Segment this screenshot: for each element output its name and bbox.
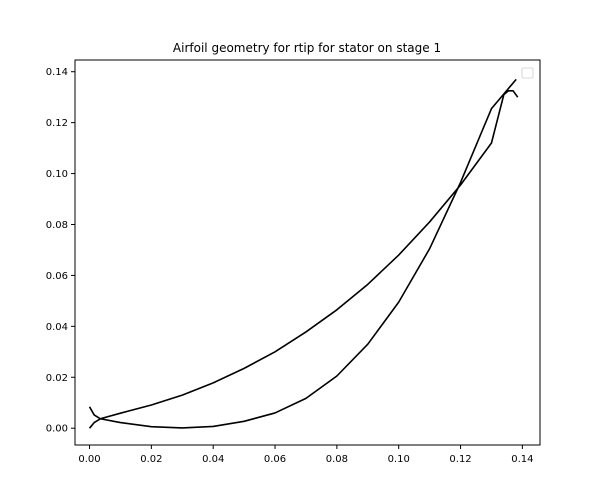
airfoil-line-3: [503, 90, 519, 98]
y-tick-label: 0.14: [46, 67, 68, 78]
chart-title: Airfoil geometry for rtip for stator on …: [173, 41, 441, 55]
plot-lines: [88, 78, 519, 429]
x-tick-label: 0.14: [511, 454, 533, 465]
y-tick-label: 0.10: [46, 169, 68, 180]
x-tick-label: 0.00: [78, 454, 100, 465]
x-tick-label: 0.10: [388, 454, 410, 465]
y-tick-label: 0.04: [46, 322, 68, 333]
airfoil-line-1: [100, 94, 505, 420]
y-tick-label: 0.00: [46, 424, 68, 435]
x-axis: 0.00 0.02 0.04 0.06 0.08 0.10 0.12 0.14: [78, 445, 534, 465]
x-tick-label: 0.06: [264, 454, 286, 465]
y-axis: 0.00 0.02 0.04 0.06 0.08 0.10 0.12 0.14: [46, 67, 75, 435]
y-tick-label: 0.02: [46, 373, 68, 384]
x-tick-label: 0.12: [449, 454, 471, 465]
x-tick-label: 0.08: [326, 454, 348, 465]
y-tick-label: 0.12: [46, 118, 68, 129]
y-tick-label: 0.08: [46, 220, 68, 231]
airfoil-line-4: [88, 406, 102, 429]
legend-box: [521, 67, 534, 79]
x-tick-label: 0.02: [140, 454, 162, 465]
y-tick-label: 0.06: [46, 271, 68, 282]
x-tick-label: 0.04: [202, 454, 224, 465]
plot-frame: [74, 59, 541, 446]
airfoil-line-2: [100, 78, 517, 429]
